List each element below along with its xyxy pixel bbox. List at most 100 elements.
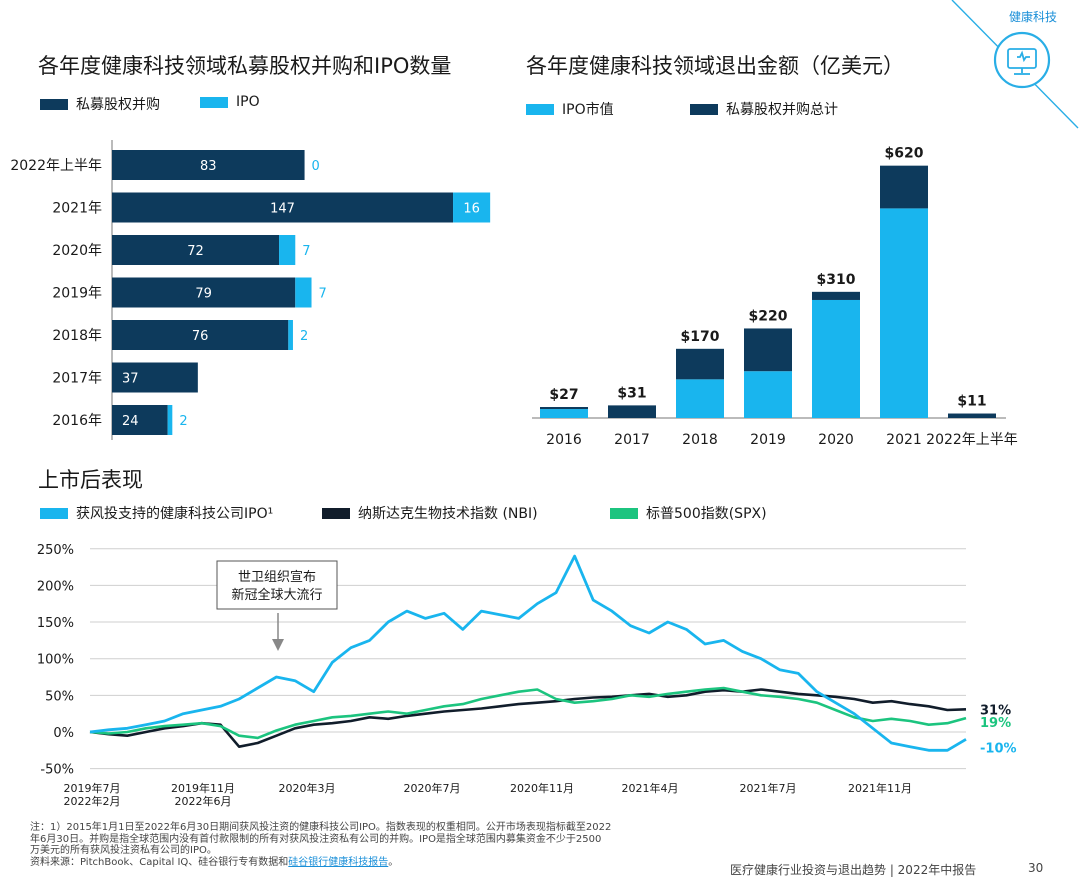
data-label-ipo: 7 — [302, 244, 310, 259]
corner-circle — [993, 31, 1051, 89]
bottom-legend-ipo: 获风投支持的健康科技公司IPO¹ — [40, 503, 273, 523]
bar-pe-total — [676, 348, 724, 380]
data-label-pe: 79 — [195, 287, 212, 302]
legend-swatch-cyan — [40, 507, 68, 519]
legend-swatch-cyan — [526, 103, 554, 115]
bar-pe-total — [880, 165, 928, 209]
x-tick-label: 2020年7月 — [404, 781, 461, 795]
end-value-label: 31% — [980, 703, 1011, 718]
bar-pe-total — [812, 291, 860, 300]
source-link[interactable]: 硅谷银行健康科技报告 — [288, 856, 389, 868]
bar-pe-total — [948, 413, 996, 418]
bar-ipo-value — [880, 208, 928, 418]
legend-label: 获风投支持的健康科技公司IPO¹ — [76, 506, 274, 522]
x-tick-label: 2020年3月 — [279, 781, 336, 795]
bar-ipo — [167, 405, 173, 435]
bottom-legend-nbi: 纳斯达克生物技术指数 (NBI) — [322, 503, 538, 523]
page-number: 30 — [1028, 861, 1044, 875]
data-label-ipo: 16 — [463, 202, 480, 217]
bar-ipo — [295, 277, 312, 308]
category-label: 2022年上半年 — [926, 432, 1018, 448]
x-tick-label: 2022年2月 — [64, 794, 121, 808]
health-monitor-icon — [1007, 48, 1037, 75]
legend-label: 纳斯达克生物技术指数 (NBI) — [358, 506, 538, 522]
bar-ipo-value — [676, 379, 724, 418]
right-chart: $27 2016 $31 2017 $170 2018 $220 2019 $310 2020 $6… — [532, 146, 1018, 448]
x-tick-label: 2021年7月 — [740, 781, 797, 795]
bar-pe — [112, 405, 168, 435]
right-chart-title: 各年度健康科技领域退出金额（亿美元） — [526, 54, 904, 78]
category-label: 2022年上半年 — [10, 158, 102, 174]
data-label-pe: 24 — [122, 414, 139, 429]
footnote-line: 年6月30日。并购是指全球范围内没有首付款限制的所有对获风投注资私有公司的并购。… — [30, 833, 602, 845]
data-label-pe: 37 — [122, 372, 139, 387]
legend-swatch-cyan — [200, 96, 228, 108]
left-legend-pe: 私募股权并购 — [40, 94, 160, 114]
bar-pe-total — [540, 407, 588, 410]
legend-swatch-dark — [322, 507, 350, 519]
y-tick-label: 50% — [45, 689, 74, 704]
data-label-pe: 83 — [200, 159, 217, 174]
left-legend-ipo: IPO — [200, 94, 260, 110]
bar-ipo-value — [540, 409, 588, 418]
legend-label: IPO — [236, 94, 260, 110]
source-prefix: 资料来源：PitchBook、Capital IQ、硅谷银行专有数据和 — [30, 856, 289, 868]
end-value-label: -10% — [980, 741, 1017, 756]
footnote-line: 注：1）2015年1月1日至2022年6月30日期间获风投注资的健康科技公司IP… — [30, 822, 612, 833]
right-legend-pe: 私募股权并购总计 — [690, 99, 838, 119]
legend-label: 私募股权并购 — [76, 97, 160, 113]
bar-pe — [112, 277, 296, 308]
annotation-arrow-head — [272, 639, 284, 651]
left-chart-title: 各年度健康科技领域私募股权并购和IPO数量 — [38, 54, 452, 78]
x-tick-label: 2022年6月 — [175, 794, 232, 808]
bar-ipo-value — [744, 371, 792, 418]
total-label: $310 — [817, 272, 856, 288]
x-tick-label: 2020年11月 — [510, 781, 574, 795]
total-label: $170 — [681, 329, 720, 345]
legend-label: 标普500指数(SPX) — [646, 506, 767, 522]
category-label: 2017 — [614, 432, 650, 448]
legend-label: IPO市值 — [562, 102, 614, 118]
legend-swatch-navy — [40, 98, 68, 110]
bar-pe — [112, 320, 289, 350]
total-label: $31 — [617, 385, 646, 401]
bottom-legend-spx: 标普500指数(SPX) — [610, 503, 767, 523]
source-suffix: 。 — [388, 856, 399, 868]
category-label: 2021年 — [52, 201, 102, 217]
footnote-line: 万美元的所有获风投注资私有公司的IPO。 — [30, 845, 217, 856]
data-label-ipo: 2 — [300, 329, 308, 344]
bar-pe — [112, 192, 454, 223]
annotation-text: 新冠全球大流行 — [231, 587, 322, 603]
y-tick-label: 0% — [53, 726, 74, 741]
source-line: 资料来源：PitchBook、Capital IQ、硅谷银行专有数据和硅谷银行健… — [30, 857, 720, 869]
corner-decoration — [951, 0, 1079, 129]
category-label: 2020年 — [52, 243, 102, 259]
bar-pe-total — [608, 405, 656, 418]
y-tick-label: -50% — [40, 763, 74, 778]
category-label: 2018年 — [52, 328, 102, 344]
series-line — [89, 686, 967, 740]
bar-pe — [112, 150, 305, 180]
bar-pe — [112, 235, 280, 265]
footnote: 注：1）2015年1月1日至2022年6月30日期间获风投注资的健康科技公司IP… — [30, 822, 720, 868]
data-label-pe: 147 — [270, 202, 295, 217]
bar-ipo — [288, 320, 293, 350]
bar-pe-total — [744, 328, 792, 372]
series-line — [89, 554, 967, 752]
y-tick-label: 250% — [37, 543, 74, 558]
bar-ipo-value — [812, 299, 860, 418]
x-tick-label: 2019年7月 — [64, 781, 121, 795]
total-label: $620 — [885, 146, 924, 162]
total-label: $27 — [549, 387, 578, 403]
bottom-chart-title: 上市后表现 — [38, 468, 143, 492]
category-label: 2019 — [750, 432, 786, 448]
end-value-label: 19% — [980, 716, 1011, 731]
data-label-ipo: 2 — [179, 414, 187, 429]
data-label-ipo: 0 — [312, 159, 320, 174]
category-label: 2016 — [546, 432, 582, 448]
data-label-ipo: 7 — [319, 287, 327, 302]
category-label: 2018 — [682, 432, 718, 448]
category-label: 2020 — [818, 432, 854, 448]
bar-ipo — [279, 235, 296, 265]
